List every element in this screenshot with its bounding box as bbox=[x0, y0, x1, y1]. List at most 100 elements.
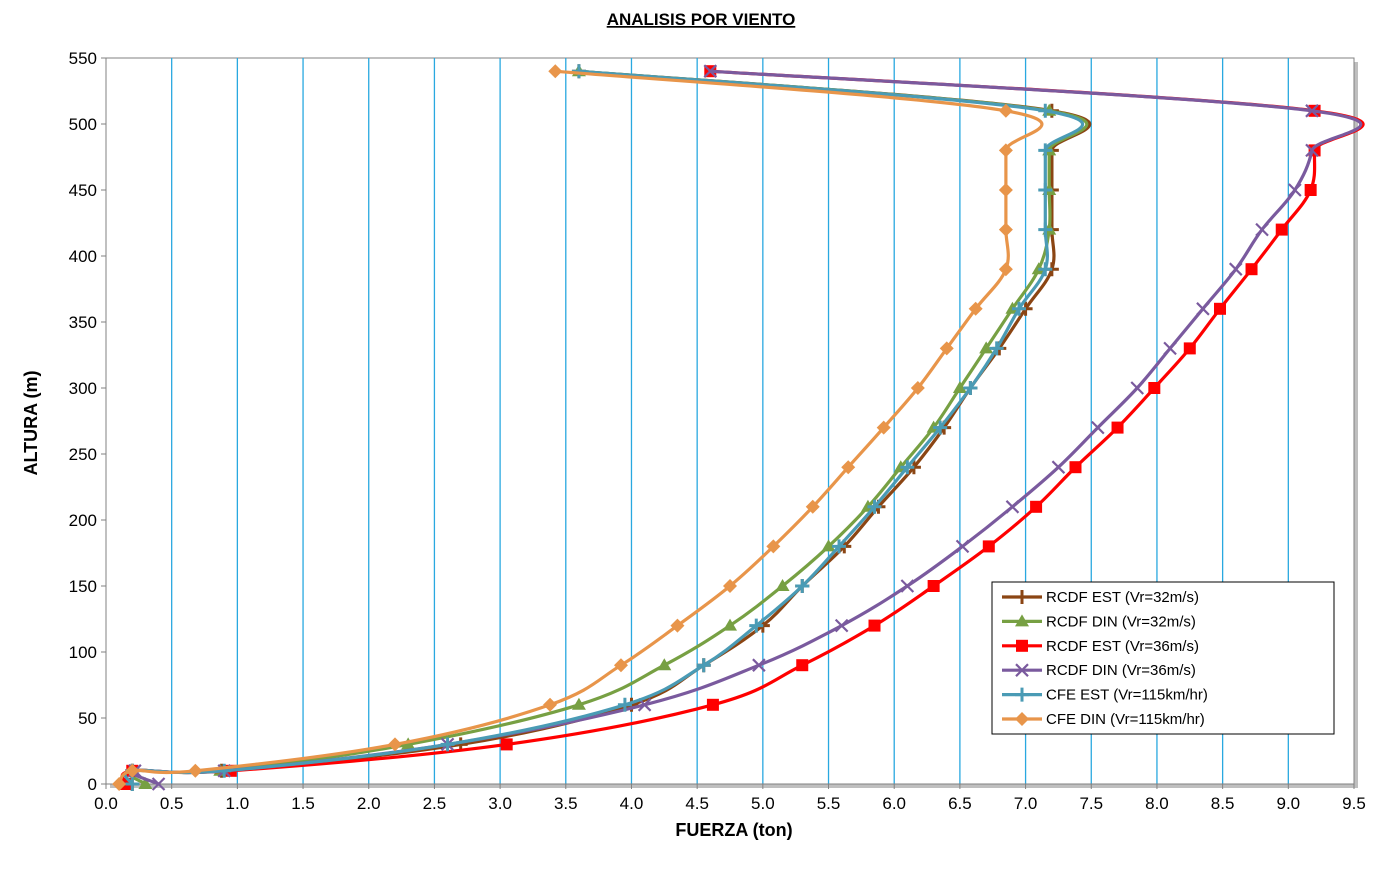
data-point bbox=[657, 658, 672, 671]
data-point bbox=[1038, 183, 1053, 197]
data-point bbox=[796, 659, 809, 672]
data-point bbox=[868, 619, 881, 632]
data-point bbox=[1038, 103, 1053, 118]
data-point bbox=[749, 618, 764, 633]
x-tick-label: 4.0 bbox=[620, 794, 644, 813]
data-point bbox=[821, 539, 836, 552]
y-tick-label: 300 bbox=[69, 379, 97, 398]
data-point bbox=[188, 763, 203, 778]
data-point bbox=[548, 64, 563, 79]
y-tick-label: 100 bbox=[69, 643, 97, 662]
data-point bbox=[723, 579, 737, 593]
data-point bbox=[696, 658, 711, 673]
x-tick-label: 1.5 bbox=[291, 794, 315, 813]
data-point bbox=[867, 499, 882, 514]
data-point bbox=[927, 580, 940, 592]
data-point bbox=[112, 777, 127, 791]
data-point bbox=[125, 777, 140, 791]
data-point bbox=[795, 579, 810, 593]
data-point bbox=[998, 222, 1013, 237]
data-point bbox=[939, 341, 954, 356]
data-point bbox=[1038, 143, 1053, 158]
x-tick-label: 8.0 bbox=[1145, 794, 1169, 813]
data-point bbox=[440, 737, 455, 752]
x-tick-label: 9.5 bbox=[1342, 794, 1366, 813]
data-point bbox=[998, 183, 1013, 197]
chart-title: ANALISIS POR VIENTO bbox=[607, 10, 796, 29]
data-point bbox=[617, 697, 632, 712]
data-point bbox=[706, 698, 719, 711]
x-tick-label: 5.5 bbox=[817, 794, 841, 813]
data-point bbox=[138, 777, 153, 789]
data-point bbox=[933, 420, 948, 435]
data-point bbox=[1255, 222, 1269, 237]
data-point bbox=[982, 540, 995, 553]
data-point bbox=[910, 381, 925, 395]
data-point bbox=[1091, 420, 1105, 435]
data-point bbox=[1051, 460, 1066, 474]
data-point bbox=[1275, 223, 1288, 236]
y-tick-label: 150 bbox=[69, 577, 97, 596]
series-6 bbox=[112, 64, 1044, 791]
x-tick-label: 0.5 bbox=[160, 794, 184, 813]
y-tick-label: 50 bbox=[78, 709, 97, 728]
data-point bbox=[998, 143, 1013, 158]
data-point bbox=[1038, 262, 1053, 277]
legend-item: CFE DIN (Vr=115km/hr) bbox=[1002, 711, 1205, 728]
data-point bbox=[723, 618, 737, 631]
data-point bbox=[1111, 421, 1124, 434]
x-tick-label: 1.0 bbox=[226, 794, 250, 813]
data-point bbox=[805, 499, 820, 514]
data-point bbox=[952, 381, 967, 393]
x-tick-label: 7.5 bbox=[1079, 794, 1103, 813]
x-tick-label: 2.0 bbox=[357, 794, 381, 813]
data-point bbox=[1305, 143, 1319, 158]
legend-marker bbox=[1015, 687, 1029, 702]
legend-marker bbox=[1015, 614, 1029, 627]
y-tick-label: 250 bbox=[69, 445, 97, 464]
data-point bbox=[217, 763, 232, 778]
data-point bbox=[500, 738, 513, 751]
data-point bbox=[613, 658, 628, 673]
data-point bbox=[1228, 262, 1243, 276]
x-tick-label: 8.5 bbox=[1211, 794, 1235, 813]
legend-item: CFE EST (Vr=115km/hr) bbox=[1002, 687, 1208, 704]
legend-marker bbox=[1015, 712, 1029, 726]
data-point bbox=[989, 341, 1004, 356]
data-point bbox=[979, 341, 994, 354]
legend: RCDF EST (Vr=32m/s) RCDF DIN (Vr=32m/s) RC… bbox=[991, 581, 1335, 735]
data-point bbox=[998, 103, 1013, 118]
data-point bbox=[1038, 222, 1053, 237]
data-point bbox=[125, 763, 140, 778]
y-tick-label: 200 bbox=[69, 511, 97, 530]
data-point bbox=[876, 420, 891, 435]
legend-marker bbox=[1015, 663, 1029, 677]
data-point bbox=[841, 460, 856, 475]
data-point bbox=[1214, 302, 1227, 315]
data-point bbox=[963, 381, 978, 395]
x-tick-label: 9.0 bbox=[1276, 794, 1300, 813]
legend-item: RCDF DIN (Vr=36m/s) bbox=[1002, 662, 1196, 679]
y-tick-label: 350 bbox=[69, 313, 97, 332]
data-point bbox=[151, 777, 166, 791]
data-point bbox=[388, 737, 403, 752]
legend-marker bbox=[1015, 590, 1029, 604]
legend-item: RCDF DIN (Vr=32m/s) bbox=[1002, 613, 1196, 630]
data-point bbox=[1305, 104, 1319, 118]
legend-box bbox=[991, 581, 1335, 735]
y-tick-label: 400 bbox=[69, 247, 97, 266]
data-point bbox=[1148, 382, 1161, 394]
y-axis-title: ALTURA (m) bbox=[21, 371, 41, 476]
legend-marker bbox=[1016, 639, 1028, 652]
legend-label: RCDF EST (Vr=32m/s) bbox=[1046, 589, 1199, 606]
data-point bbox=[832, 539, 847, 554]
x-tick-label: 7.0 bbox=[1014, 794, 1038, 813]
legend-label: CFE EST (Vr=115km/hr) bbox=[1046, 687, 1208, 704]
data-point bbox=[1012, 301, 1027, 316]
data-point bbox=[543, 697, 558, 712]
y-tick-label: 500 bbox=[69, 115, 97, 134]
data-point bbox=[1069, 461, 1082, 474]
data-point bbox=[703, 64, 718, 78]
x-tick-label: 3.5 bbox=[554, 794, 578, 813]
